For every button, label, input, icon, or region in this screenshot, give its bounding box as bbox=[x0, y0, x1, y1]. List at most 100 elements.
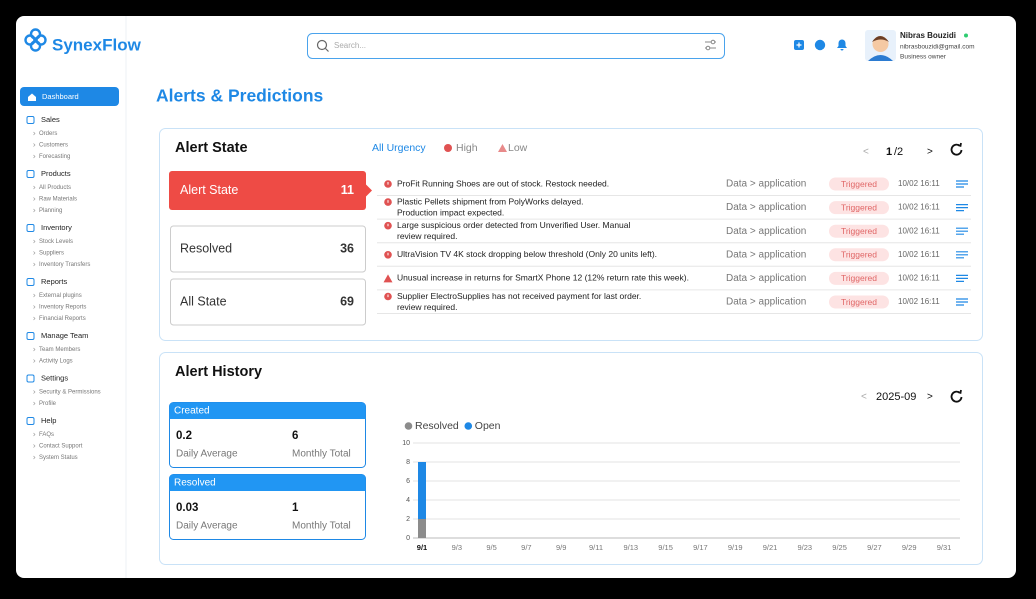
nav-chevron bbox=[33, 305, 36, 309]
nav-chevron bbox=[33, 347, 36, 352]
nav-item[interactable]: Suppliers bbox=[39, 251, 64, 257]
state-count[interactable]: 36 bbox=[340, 241, 354, 255]
nav-group[interactable]: Help bbox=[41, 416, 56, 425]
y-tick-label: 10 bbox=[402, 440, 410, 447]
nav-item[interactable]: Activity Logs bbox=[39, 359, 73, 365]
x-tick-label: 9/3 bbox=[452, 543, 462, 552]
nav-item[interactable]: Forecasting bbox=[39, 154, 70, 160]
user-email: nibrasbouzidi@gmail.com bbox=[900, 44, 975, 51]
row-menu[interactable] bbox=[956, 204, 968, 212]
x-tick-label: 9/25 bbox=[832, 543, 847, 552]
nav-group[interactable]: Sales bbox=[41, 115, 60, 124]
search-box[interactable] bbox=[307, 33, 725, 59]
home-icon bbox=[28, 93, 36, 101]
stat-label: Monthly Total bbox=[292, 521, 351, 532]
state-count[interactable]: 11 bbox=[341, 183, 354, 197]
state-label[interactable]: Resolved bbox=[180, 241, 232, 255]
stat-monthly: 1 bbox=[292, 502, 299, 514]
alert-text: Large suspicious order detected from Unv… bbox=[397, 220, 631, 230]
nav-icon bbox=[26, 170, 35, 178]
y-tick-label: 8 bbox=[406, 459, 410, 466]
search-placeholder[interactable]: Search... bbox=[334, 41, 366, 50]
nav-item[interactable]: Planning bbox=[39, 208, 62, 214]
nav-item[interactable]: Raw Materials bbox=[39, 197, 77, 203]
stat-daily: 0.2 bbox=[176, 430, 192, 442]
refresh-icon[interactable] bbox=[950, 142, 963, 156]
add-icon-plus bbox=[796, 42, 802, 48]
nav-icon bbox=[26, 116, 35, 124]
state-label[interactable]: Alert State bbox=[180, 183, 238, 197]
nav-item[interactable]: Stock Levels bbox=[39, 239, 73, 245]
nav-group[interactable]: Manage Team bbox=[41, 331, 88, 340]
nav-group[interactable]: Inventory bbox=[41, 223, 72, 232]
nav-item[interactable]: Orders bbox=[39, 131, 57, 137]
low-icon bbox=[383, 274, 393, 283]
row-menu[interactable] bbox=[956, 227, 968, 235]
legend-swatch bbox=[404, 422, 413, 430]
alert-time: 10/02 16:11 bbox=[898, 203, 940, 212]
nav-item[interactable]: Security & Permissions bbox=[39, 390, 101, 396]
urgency-filter[interactable]: Low bbox=[508, 142, 528, 154]
row-menu[interactable] bbox=[956, 298, 968, 306]
nav-group[interactable]: Reports bbox=[41, 277, 68, 286]
page-title: Alerts & Predictions bbox=[156, 86, 324, 106]
row-menu[interactable] bbox=[956, 274, 968, 282]
nav-item[interactable]: Inventory Transfers bbox=[39, 262, 90, 268]
state-box[interactable] bbox=[170, 225, 366, 273]
state-count[interactable]: 69 bbox=[340, 294, 354, 308]
pager-prev[interactable]: < bbox=[863, 147, 869, 158]
stat-label: Daily Average bbox=[176, 449, 238, 460]
high-icon bbox=[444, 144, 452, 152]
avatar-hair bbox=[872, 36, 889, 42]
row-menu[interactable] bbox=[956, 251, 968, 259]
pager-next[interactable]: > bbox=[927, 147, 933, 158]
dashboard-button[interactable] bbox=[20, 87, 119, 106]
card-title: Alert State bbox=[175, 140, 248, 156]
refresh-icon[interactable] bbox=[950, 389, 963, 403]
nav-group[interactable]: Settings bbox=[41, 373, 68, 382]
pager-prev[interactable]: < bbox=[861, 392, 867, 403]
stat-title: Created bbox=[174, 406, 210, 417]
nav-item[interactable]: All Products bbox=[39, 185, 71, 191]
stat-header bbox=[169, 402, 366, 419]
state-label[interactable]: All State bbox=[180, 294, 227, 308]
stat-label: Monthly Total bbox=[292, 449, 351, 460]
filter-icon[interactable] bbox=[705, 39, 716, 51]
alert-source: Data > application bbox=[726, 226, 806, 237]
nav-chevron bbox=[33, 432, 36, 437]
state-box[interactable] bbox=[169, 171, 366, 210]
status-pill bbox=[829, 201, 889, 215]
nav-group[interactable]: Products bbox=[41, 169, 71, 178]
nav-item[interactable]: Customers bbox=[39, 143, 68, 149]
brand: SynexFlow bbox=[52, 35, 142, 54]
logo-icon bbox=[24, 28, 47, 52]
y-tick-label: 6 bbox=[406, 478, 410, 485]
nav-item[interactable]: External plugins bbox=[39, 293, 82, 299]
nav-chevron bbox=[33, 390, 36, 394]
alert-source: Data > application bbox=[726, 202, 806, 213]
chat-icon[interactable] bbox=[814, 39, 826, 51]
urgency-filter[interactable]: All Urgency bbox=[372, 142, 426, 154]
pager-next[interactable]: > bbox=[927, 392, 933, 403]
nav-item[interactable]: Team Members bbox=[39, 347, 80, 353]
state-box[interactable] bbox=[170, 278, 366, 326]
nav-item[interactable]: Financial Reports bbox=[39, 316, 86, 322]
nav-item[interactable]: FAQs bbox=[39, 432, 54, 438]
nav-chevron bbox=[33, 401, 36, 406]
nav-item[interactable]: Profile bbox=[39, 401, 57, 407]
bell-icon[interactable] bbox=[837, 39, 847, 51]
legend-label: Resolved bbox=[415, 420, 459, 432]
alert-time: 10/02 16:11 bbox=[898, 179, 940, 188]
bar bbox=[418, 519, 426, 538]
nav-item[interactable]: Inventory Reports bbox=[39, 305, 86, 311]
x-tick-label: 9/1 bbox=[417, 543, 427, 552]
dashboard-label[interactable]: Dashboard bbox=[42, 92, 79, 101]
user-name: Nibras Bouzidi bbox=[900, 31, 956, 40]
x-tick-label: 9/9 bbox=[556, 543, 566, 552]
nav-item[interactable]: Contact Support bbox=[39, 444, 83, 450]
nav-item[interactable]: System Status bbox=[39, 455, 78, 461]
alert-time: 10/02 16:11 bbox=[898, 250, 940, 259]
urgency-filter[interactable]: High bbox=[456, 142, 478, 154]
alert-source: Data > application bbox=[726, 249, 806, 260]
row-menu[interactable] bbox=[956, 180, 968, 188]
